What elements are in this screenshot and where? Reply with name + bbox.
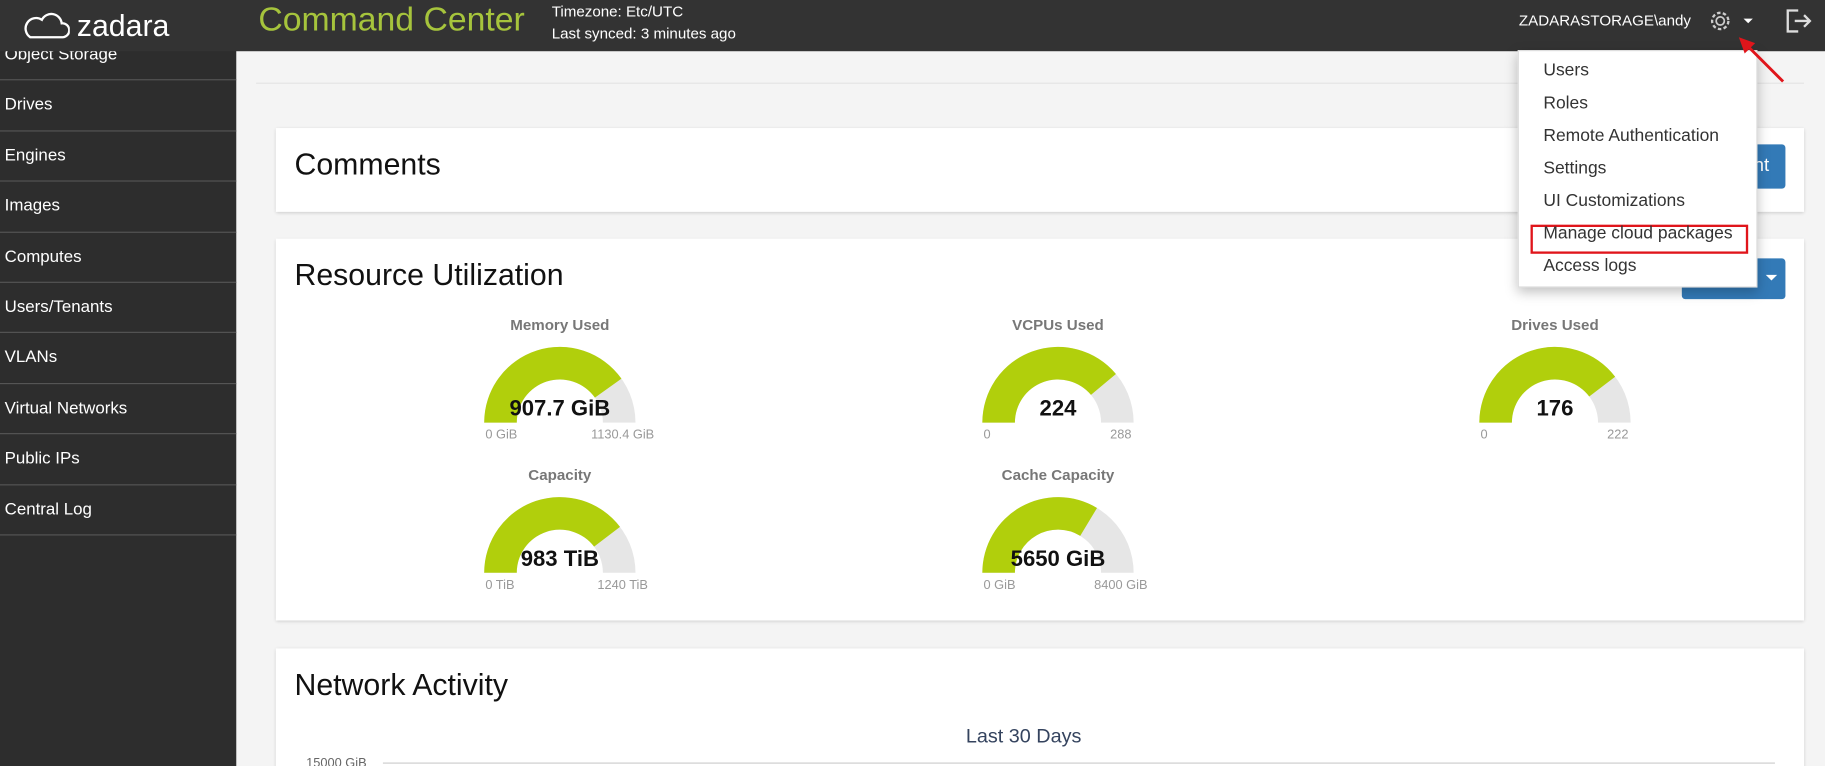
divider bbox=[256, 82, 1805, 84]
gauge-fill bbox=[1479, 346, 1616, 423]
menu-item[interactable]: Users bbox=[1543, 60, 1589, 81]
gauge-max: 8400 GiB bbox=[1094, 577, 1147, 592]
logout-button[interactable] bbox=[1783, 7, 1813, 37]
network-panel: Network Activity Last 30 Days 15000 GiB bbox=[275, 648, 1805, 766]
menu-item[interactable]: Manage cloud packages bbox=[1543, 223, 1733, 244]
sidebar-item[interactable]: Users/Tenants bbox=[0, 283, 237, 334]
sidebar-item[interactable]: Computes bbox=[0, 232, 237, 283]
settings-menu: Users Roles Remote Authentication Settings U… bbox=[1517, 50, 1758, 288]
resource-panel: Resource Utilization Memory Used 907.7 Gi… bbox=[275, 238, 1805, 621]
gauge-min: 0 bbox=[1480, 427, 1487, 442]
sidebar-item[interactable]: Central Log bbox=[0, 485, 237, 536]
gauge-value: 907.7 GiB bbox=[509, 396, 610, 421]
gauge-title: VCPUs Used bbox=[1012, 317, 1104, 334]
annotation-arrow bbox=[1738, 37, 1785, 83]
gauge-title: Cache Capacity bbox=[1002, 467, 1115, 484]
gauge-title: Memory Used bbox=[510, 317, 609, 334]
panel-title: Comments bbox=[294, 146, 441, 182]
gauge-fill bbox=[982, 346, 1116, 423]
sidebar-item[interactable]: Engines bbox=[0, 131, 237, 182]
panel-title: Resource Utilization bbox=[294, 257, 564, 293]
gauge-max: 222 bbox=[1607, 427, 1628, 442]
app-title: Command Center bbox=[258, 1, 525, 39]
menu-item[interactable]: Remote Authentication bbox=[1543, 125, 1720, 146]
menu-item[interactable]: Access logs bbox=[1543, 256, 1637, 276]
y-tick-label: 15000 GiB bbox=[306, 756, 367, 766]
caret bbox=[1765, 274, 1778, 281]
gauge-title: Drives Used bbox=[1511, 317, 1598, 334]
menu-item[interactable]: Roles bbox=[1543, 93, 1588, 113]
gauge-max: 1130.4 GiB bbox=[591, 427, 654, 442]
gauge-max: 288 bbox=[1110, 427, 1131, 442]
timezone: Timezone: Etc/UTC bbox=[551, 2, 684, 20]
menu-item[interactable]: UI Customizations bbox=[1543, 190, 1685, 211]
gauge-value: 983 TiB bbox=[521, 546, 599, 571]
logo-icon bbox=[24, 12, 70, 39]
user-name[interactable]: ZADARASTORAGE\andy bbox=[1518, 11, 1692, 30]
sidebar-item[interactable]: VLANs bbox=[0, 333, 237, 384]
grid-line bbox=[382, 762, 1775, 764]
gauge-fill bbox=[484, 497, 621, 573]
gauge-min: 0 TiB bbox=[485, 577, 514, 592]
highlight-box bbox=[1530, 224, 1749, 254]
gauge-fill bbox=[484, 346, 622, 423]
sidebar: Object Storage Drives Engines Images Compute… bbox=[0, 30, 237, 766]
gauge-title: Capacity bbox=[528, 467, 592, 484]
sidebar-item[interactable]: Images bbox=[0, 182, 237, 233]
panel-title: Network Activity bbox=[294, 667, 509, 702]
menu-item[interactable]: Settings bbox=[1543, 158, 1607, 179]
sidebar-item[interactable]: Drives bbox=[0, 81, 237, 132]
chart-title: Last 30 Days bbox=[276, 725, 1805, 748]
chart-title-text: Last 30 Days bbox=[965, 725, 1082, 748]
gauge-value: 176 bbox=[1537, 396, 1574, 421]
top-bar: zadara Command Center Timezone: Etc/UTC … bbox=[0, 0, 1825, 52]
gauges: Memory Used 907.7 GiB 0 GiB 1130.4 GiB VCPUs… bbox=[484, 317, 1631, 592]
sidebar-item[interactable]: Virtual Networks bbox=[0, 384, 237, 435]
gauge-fill bbox=[982, 497, 1098, 573]
gauge-min: 0 GiB bbox=[983, 577, 1015, 592]
settings-button[interactable] bbox=[1706, 7, 1757, 35]
gauge-value: 224 bbox=[1040, 396, 1078, 421]
gauge-min: 0 GiB bbox=[485, 427, 517, 442]
logo[interactable]: zadara bbox=[76, 8, 170, 44]
sidebar-item[interactable]: Public IPs bbox=[0, 434, 237, 485]
gauge-value: 5650 GiB bbox=[1011, 546, 1106, 571]
gauge-min: 0 bbox=[983, 427, 990, 442]
gauge-max: 1240 TiB bbox=[597, 577, 648, 592]
last-synced: Last synced: 3 minutes ago bbox=[551, 24, 736, 42]
